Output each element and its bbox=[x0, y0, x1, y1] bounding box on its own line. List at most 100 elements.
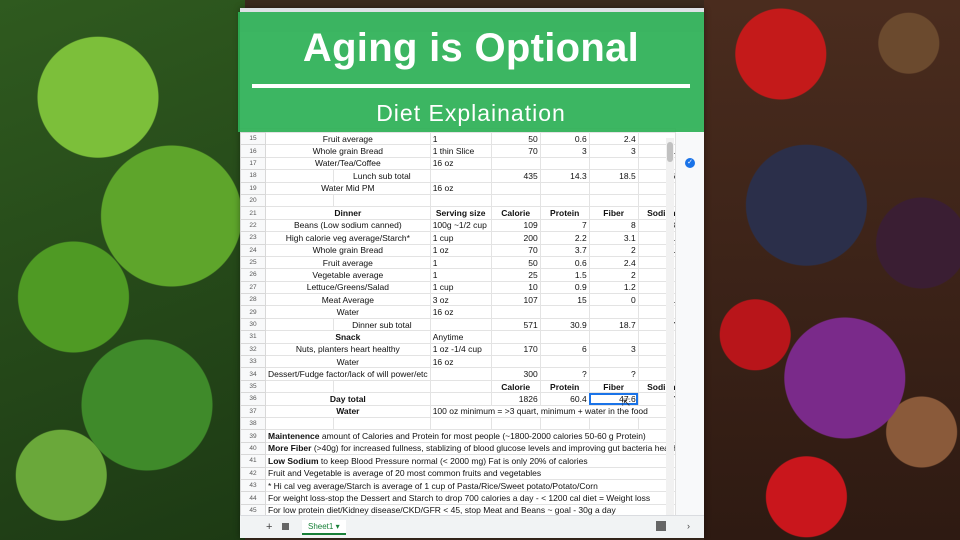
table-cell[interactable]: 1 bbox=[429, 255, 492, 270]
table-cell[interactable] bbox=[333, 416, 431, 431]
table-cell[interactable] bbox=[490, 416, 541, 431]
table-cell[interactable]: 107 bbox=[490, 293, 541, 307]
table-cell[interactable]: 1 cup bbox=[429, 231, 492, 245]
table-cell[interactable]: 1 oz bbox=[429, 243, 492, 257]
table-cell[interactable]: 14.3 bbox=[539, 169, 590, 183]
table-cell[interactable]: 15 bbox=[539, 293, 590, 307]
table-cell[interactable]: High calorie veg average/Starch* bbox=[265, 231, 431, 245]
table-cell[interactable]: 60.4 bbox=[539, 392, 590, 406]
row-number[interactable]: 15 bbox=[240, 132, 266, 146]
table-cell[interactable]: 1.2 bbox=[588, 280, 639, 295]
table-cell[interactable]: 435 bbox=[490, 169, 541, 183]
table-cell[interactable]: 25 bbox=[490, 268, 541, 282]
table-cell[interactable]: Dinner bbox=[265, 206, 431, 220]
table-cell[interactable]: Nuts, planters heart healthy bbox=[265, 342, 431, 357]
note-cell[interactable]: Fruit and Vegetable is average of 20 mos… bbox=[265, 466, 688, 480]
table-cell[interactable]: 571 bbox=[490, 317, 541, 332]
table-cell[interactable]: 1 oz -1/4 cup bbox=[429, 342, 492, 357]
table-cell[interactable] bbox=[490, 181, 541, 195]
note-cell[interactable]: More Fiber (>40g) for increased fullness… bbox=[265, 441, 688, 456]
row-number[interactable]: 40 bbox=[240, 441, 266, 456]
row-number[interactable]: 24 bbox=[240, 243, 266, 257]
table-cell[interactable] bbox=[588, 305, 639, 319]
table-cell[interactable]: Meat Average bbox=[265, 293, 431, 307]
row-number[interactable]: 34 bbox=[240, 367, 266, 381]
table-cell[interactable]: 3 bbox=[588, 144, 639, 158]
table-cell[interactable]: 1 cup bbox=[429, 280, 492, 295]
table-cell[interactable]: 16 oz bbox=[429, 305, 492, 319]
table-cell[interactable]: 100g ~1/2 cup bbox=[429, 218, 492, 233]
table-cell[interactable]: 100 oz minimum = >3 quart, minimum + wat… bbox=[429, 404, 688, 419]
table-cell[interactable] bbox=[264, 317, 335, 332]
table-cell[interactable]: Water Mid PM bbox=[265, 181, 431, 195]
table-cell[interactable]: Whole grain Bread bbox=[265, 144, 431, 158]
row-number[interactable]: 16 bbox=[240, 144, 266, 158]
table-cell[interactable]: 2.4 bbox=[588, 255, 639, 270]
chevron-right-icon[interactable]: › bbox=[687, 521, 690, 531]
table-cell[interactable]: 6 bbox=[539, 342, 590, 357]
table-cell[interactable]: Day total bbox=[265, 392, 431, 406]
note-cell[interactable]: * Hi cal veg average/Starch is average o… bbox=[265, 478, 688, 493]
row-number[interactable]: 26 bbox=[240, 268, 266, 282]
table-cell[interactable]: 0 bbox=[588, 293, 639, 307]
row-number[interactable]: 22 bbox=[240, 218, 266, 233]
table-cell[interactable] bbox=[429, 392, 492, 406]
row-number[interactable]: 29 bbox=[240, 305, 266, 319]
table-cell[interactable]: 16 oz bbox=[429, 181, 492, 195]
table-cell[interactable]: Lettuce/Greens/Salad bbox=[265, 280, 431, 295]
table-cell[interactable]: 3.1 bbox=[588, 231, 639, 245]
table-cell[interactable]: Whole grain Bread bbox=[265, 243, 431, 257]
table-cell[interactable] bbox=[333, 379, 431, 394]
table-cell[interactable] bbox=[333, 193, 431, 208]
row-number[interactable]: 19 bbox=[240, 181, 266, 195]
table-cell[interactable]: Fiber bbox=[588, 206, 639, 220]
tasks-icon[interactable]: ✓ bbox=[685, 158, 695, 168]
table-cell[interactable]: 70 bbox=[490, 144, 541, 158]
table-cell[interactable]: Water bbox=[265, 355, 431, 369]
table-cell[interactable]: Vegetable average bbox=[265, 268, 431, 282]
note-cell[interactable]: For weight loss-stop the Dessert and Sta… bbox=[265, 491, 688, 505]
table-cell[interactable]: Calorie bbox=[490, 379, 541, 394]
table-cell[interactable]: Calorie bbox=[490, 206, 541, 220]
table-cell[interactable]: 0.9 bbox=[539, 280, 590, 295]
table-cell[interactable]: 200 bbox=[490, 231, 541, 245]
row-number[interactable]: 28 bbox=[240, 293, 266, 307]
table-cell[interactable]: Protein bbox=[539, 379, 590, 394]
table-cell[interactable]: 1 thin Slice bbox=[429, 144, 492, 158]
table-cell[interactable]: 16 oz bbox=[429, 156, 492, 171]
table-cell[interactable]: Dessert/Fudge factor/lack of will power/… bbox=[265, 367, 431, 381]
table-cell[interactable]: 1826 bbox=[490, 392, 541, 406]
table-cell[interactable] bbox=[588, 193, 639, 208]
table-cell[interactable] bbox=[429, 169, 492, 183]
table-cell[interactable] bbox=[588, 156, 639, 171]
row-number[interactable]: 31 bbox=[240, 330, 266, 344]
row-number[interactable]: 20 bbox=[240, 193, 266, 208]
table-cell[interactable]: Water bbox=[265, 305, 431, 319]
table-cell[interactable]: 0.6 bbox=[539, 255, 590, 270]
sheet-tab[interactable]: Sheet1 ▾ bbox=[302, 520, 346, 535]
table-cell[interactable] bbox=[490, 193, 541, 208]
scrollbar-thumb[interactable] bbox=[667, 142, 673, 162]
table-cell[interactable] bbox=[539, 330, 590, 344]
table-cell[interactable] bbox=[588, 355, 639, 369]
table-cell[interactable]: 3 bbox=[588, 342, 639, 357]
row-number[interactable]: 27 bbox=[240, 280, 266, 295]
table-cell[interactable]: Dinner sub total bbox=[333, 317, 431, 332]
table-cell[interactable]: Lunch sub total bbox=[333, 169, 431, 183]
table-cell[interactable] bbox=[539, 416, 590, 431]
table-cell[interactable]: ? bbox=[539, 367, 590, 381]
table-cell[interactable]: Snack bbox=[265, 330, 431, 344]
table-cell[interactable]: 3 oz bbox=[429, 293, 492, 307]
table-cell[interactable]: 170 bbox=[490, 342, 541, 357]
row-number[interactable]: 44 bbox=[240, 491, 266, 505]
row-number[interactable]: 17 bbox=[240, 156, 266, 171]
table-cell[interactable]: 16 oz bbox=[429, 355, 492, 369]
note-cell[interactable]: Low Sodium to keep Blood Pressure normal… bbox=[265, 454, 688, 468]
note-cell[interactable]: Maintenence amount of Calories and Prote… bbox=[265, 429, 688, 443]
table-cell[interactable] bbox=[264, 193, 335, 208]
vertical-scrollbar[interactable] bbox=[666, 138, 674, 518]
table-cell[interactable] bbox=[429, 317, 492, 332]
table-cell[interactable]: Water/Tea/Coffee bbox=[265, 156, 431, 171]
table-cell[interactable] bbox=[429, 416, 492, 431]
